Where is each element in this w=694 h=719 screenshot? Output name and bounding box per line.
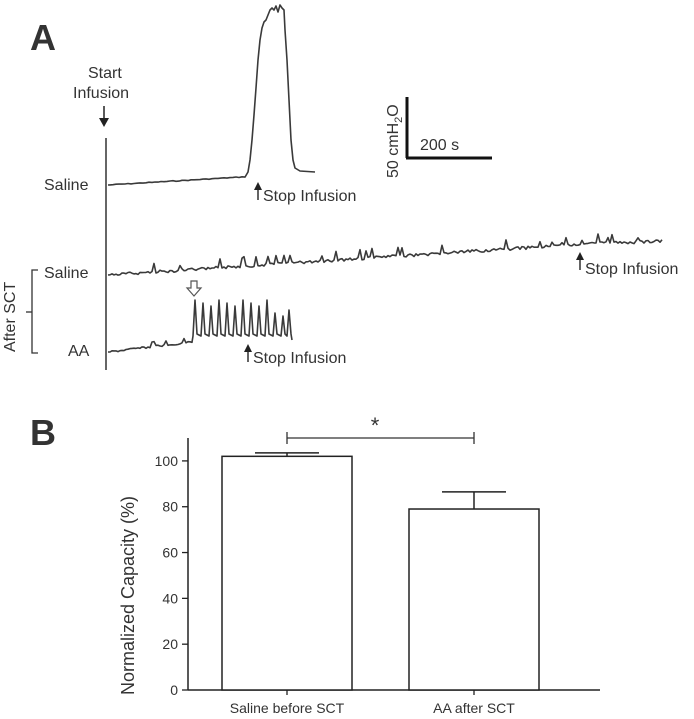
y-tick-label: 0 bbox=[170, 682, 178, 698]
open-down-arrow-icon bbox=[185, 280, 203, 297]
y-ticks: 0 20 40 60 80 100 bbox=[155, 453, 188, 698]
stop-infusion-marker-1: Stop Infusion bbox=[254, 182, 356, 205]
trace-saline-after bbox=[107, 233, 663, 276]
scale-bar: 50 cmH2O 200 s bbox=[385, 97, 492, 178]
significance-star: * bbox=[371, 413, 380, 438]
stop-infusion-label-3: Stop Infusion bbox=[253, 350, 346, 367]
scale-x-label: 200 s bbox=[420, 137, 459, 154]
stop-infusion-marker-2: Stop Infusion bbox=[576, 252, 678, 278]
y-tick-label: 40 bbox=[162, 590, 178, 606]
y-axis-label: Normalized Capacity (%) bbox=[118, 496, 138, 695]
start-infusion-label-line2: Infusion bbox=[73, 85, 129, 102]
after-sct-bracket bbox=[31, 269, 38, 354]
bar-chart: Normalized Capacity (%) 0 20 40 60 80 100 Sal… bbox=[118, 413, 600, 716]
y-tick-label: 60 bbox=[162, 545, 178, 561]
y-tick-label: 100 bbox=[155, 453, 179, 469]
bars bbox=[221, 452, 540, 691]
after-sct-label: After SCT bbox=[2, 282, 19, 352]
trace-saline-before bbox=[107, 4, 316, 186]
x-tick-label: Saline before SCT bbox=[230, 700, 345, 716]
x-tick-label: AA after SCT bbox=[433, 700, 515, 716]
trace-aa-after bbox=[108, 299, 293, 353]
start-infusion-label-line1: Start bbox=[88, 65, 122, 82]
y-tick-label: 80 bbox=[162, 499, 178, 515]
panel-a-letter: A bbox=[30, 17, 56, 58]
trace-label-aa-after: AA bbox=[68, 343, 90, 360]
significance-bracket: * bbox=[286, 413, 475, 444]
trace-label-saline-before: Saline bbox=[44, 177, 89, 194]
stop-infusion-label-1: Stop Infusion bbox=[263, 188, 356, 205]
bar-aa-after-sct bbox=[408, 508, 540, 691]
start-infusion-arrow-icon bbox=[99, 106, 109, 127]
stop-infusion-marker-3: Stop Infusion bbox=[244, 344, 346, 367]
bar-saline-before-sct bbox=[221, 455, 353, 691]
y-tick-label: 20 bbox=[162, 636, 178, 652]
panel-b-letter: B bbox=[30, 412, 56, 453]
scale-y-label: 50 cmH2O bbox=[385, 104, 405, 178]
trace-label-saline-after: Saline bbox=[44, 265, 89, 282]
x-tick-labels: Saline before SCT AA after SCT bbox=[230, 690, 515, 716]
stop-infusion-label-2: Stop Infusion bbox=[585, 261, 678, 278]
